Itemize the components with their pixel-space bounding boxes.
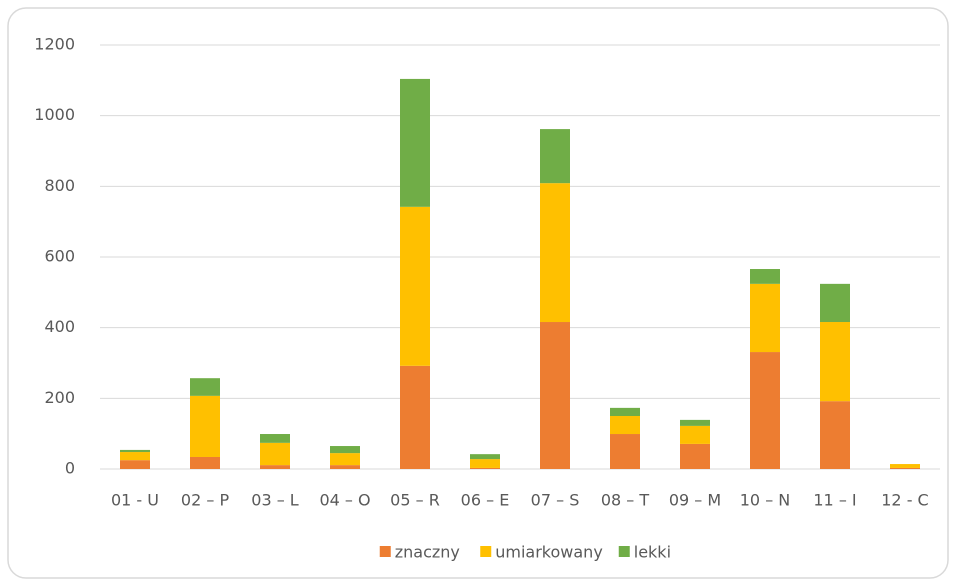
x-tick-label: 03 – L [251, 491, 299, 510]
y-tick-label: 1200 [34, 35, 75, 54]
bar-segment [330, 453, 360, 466]
bar-segment [890, 467, 920, 469]
chart-frame [7, 7, 949, 579]
bar-segment [610, 416, 640, 435]
legend-label: lekki [634, 543, 671, 562]
bar-segment [190, 456, 220, 469]
bar-segment [120, 452, 150, 461]
x-tick-label: 12 - C [881, 491, 928, 510]
bar-segment [540, 183, 570, 323]
x-tick-label: 02 – P [181, 491, 230, 510]
y-tick-label: 400 [44, 317, 75, 336]
bar-segment [190, 395, 220, 457]
bar-segment [260, 442, 290, 466]
bar-segment [750, 283, 780, 353]
x-tick-label: 08 – T [601, 491, 650, 510]
legend-swatch [618, 546, 630, 557]
bar-segment [820, 283, 850, 323]
x-tick-label: 07 – S [531, 491, 580, 510]
bar-segment [820, 322, 850, 402]
bar-segment [470, 459, 500, 468]
y-tick-label: 800 [44, 176, 75, 195]
bar-segment [400, 78, 430, 207]
legend-label: umiarkowany [495, 543, 603, 562]
legend-swatch [379, 546, 391, 557]
bar-segment [470, 454, 500, 460]
x-tick-label: 05 – R [390, 491, 440, 510]
bar-segment [750, 269, 780, 284]
y-tick-label: 1000 [34, 105, 75, 124]
bar-segment [890, 464, 920, 468]
legend-label: znaczny [395, 543, 460, 562]
bar-segment [190, 378, 220, 396]
bar-segment [610, 407, 640, 416]
bar-segment [680, 425, 710, 444]
bar-segment [540, 129, 570, 184]
x-tick-label: 11 – I [813, 491, 856, 510]
y-tick-label: 200 [44, 388, 75, 407]
bar-segment [260, 465, 290, 469]
bar-segment [330, 465, 360, 469]
bar-segment [120, 449, 150, 453]
x-tick-label: 06 – E [461, 491, 510, 510]
bar-segment [820, 401, 850, 469]
bar-segment [260, 434, 290, 443]
bar-segment [470, 467, 500, 469]
bar-segment [680, 443, 710, 469]
y-tick-label: 0 [65, 459, 75, 478]
x-tick-label: 09 – M [669, 491, 721, 510]
bar-segment [750, 352, 780, 469]
bar-segment [680, 419, 710, 426]
y-tick-label: 600 [44, 247, 75, 266]
bar-segment [330, 446, 360, 454]
bar-segment [400, 365, 430, 469]
x-tick-label: 10 – N [740, 491, 791, 510]
bar-segment [610, 434, 640, 469]
bar-segment [400, 206, 430, 366]
x-tick-label: 01 - U [111, 491, 159, 510]
x-tick-label: 04 – O [319, 491, 370, 510]
legend-swatch [480, 546, 492, 557]
bar-segment [120, 460, 150, 469]
bar-segment [540, 322, 570, 469]
